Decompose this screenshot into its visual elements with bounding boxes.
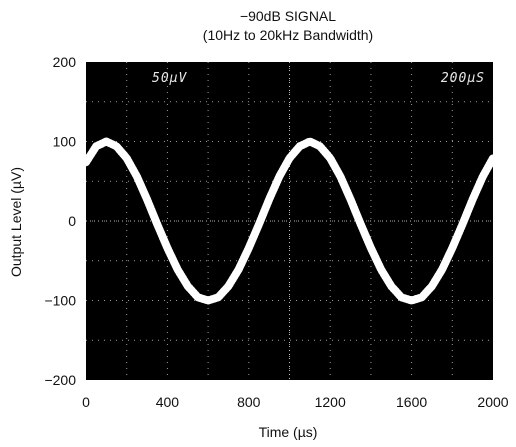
data-point bbox=[420, 295, 424, 299]
data-point bbox=[440, 267, 444, 272]
data-point bbox=[471, 197, 475, 202]
data-point bbox=[410, 298, 414, 303]
data-point bbox=[298, 144, 302, 148]
data-point bbox=[267, 197, 271, 202]
x-tick-label: 400 bbox=[156, 394, 180, 410]
x-tick-label: 0 bbox=[82, 394, 90, 410]
data-point bbox=[135, 174, 139, 179]
y-tick-label: −200 bbox=[44, 372, 76, 388]
signal-trace bbox=[82, 137, 497, 305]
data-point bbox=[257, 222, 261, 226]
y-tick-label: −100 bbox=[44, 293, 76, 309]
graticule bbox=[86, 62, 493, 380]
x-tick-label: 1600 bbox=[396, 394, 427, 410]
data-point bbox=[399, 295, 403, 299]
chart-title: −90dB SIGNAL bbox=[239, 8, 337, 24]
data-point bbox=[349, 197, 353, 202]
data-point bbox=[226, 284, 230, 288]
data-point bbox=[206, 298, 210, 303]
data-point bbox=[369, 246, 373, 250]
data-point bbox=[379, 267, 383, 272]
data-point bbox=[216, 295, 220, 299]
data-point bbox=[145, 197, 149, 202]
data-point bbox=[104, 139, 108, 144]
x-tick-label: 2000 bbox=[477, 394, 508, 410]
data-point bbox=[114, 144, 119, 148]
data-point bbox=[491, 156, 495, 160]
data-point bbox=[94, 144, 98, 148]
data-point bbox=[176, 267, 180, 272]
data-point bbox=[287, 156, 292, 160]
time-scale-label: 200µS bbox=[441, 71, 485, 86]
data-point bbox=[328, 156, 332, 160]
data-point bbox=[165, 246, 169, 250]
data-point bbox=[481, 174, 485, 179]
chart-subtitle: (10Hz to 20kHz Bandwidth) bbox=[202, 27, 374, 43]
data-point bbox=[247, 246, 251, 250]
data-point bbox=[84, 160, 88, 164]
data-point bbox=[389, 284, 393, 288]
data-point bbox=[430, 284, 434, 288]
y-tick-label: 200 bbox=[53, 54, 77, 70]
vertical-scale-label: 50µV bbox=[152, 71, 187, 86]
x-tick-label: 800 bbox=[237, 394, 261, 410]
data-point bbox=[277, 174, 281, 179]
y-tick-label: 100 bbox=[53, 134, 77, 150]
data-point bbox=[359, 222, 363, 226]
data-point bbox=[196, 295, 200, 299]
x-axis-label: Time (µs) bbox=[258, 424, 318, 440]
x-tick-label: 1200 bbox=[315, 394, 346, 410]
data-point bbox=[460, 222, 465, 226]
y-axis-ticks: 200 100 0 −100 −200 bbox=[44, 54, 76, 388]
x-axis-ticks: 0 400 800 1200 1600 2000 bbox=[82, 394, 509, 410]
data-point bbox=[125, 156, 129, 160]
data-point bbox=[318, 144, 322, 148]
data-point bbox=[338, 174, 342, 179]
data-point bbox=[308, 139, 312, 144]
data-point bbox=[155, 222, 159, 226]
data-point bbox=[237, 267, 241, 272]
y-tick-label: 0 bbox=[68, 213, 76, 229]
data-point bbox=[450, 246, 454, 250]
data-point bbox=[186, 284, 190, 288]
